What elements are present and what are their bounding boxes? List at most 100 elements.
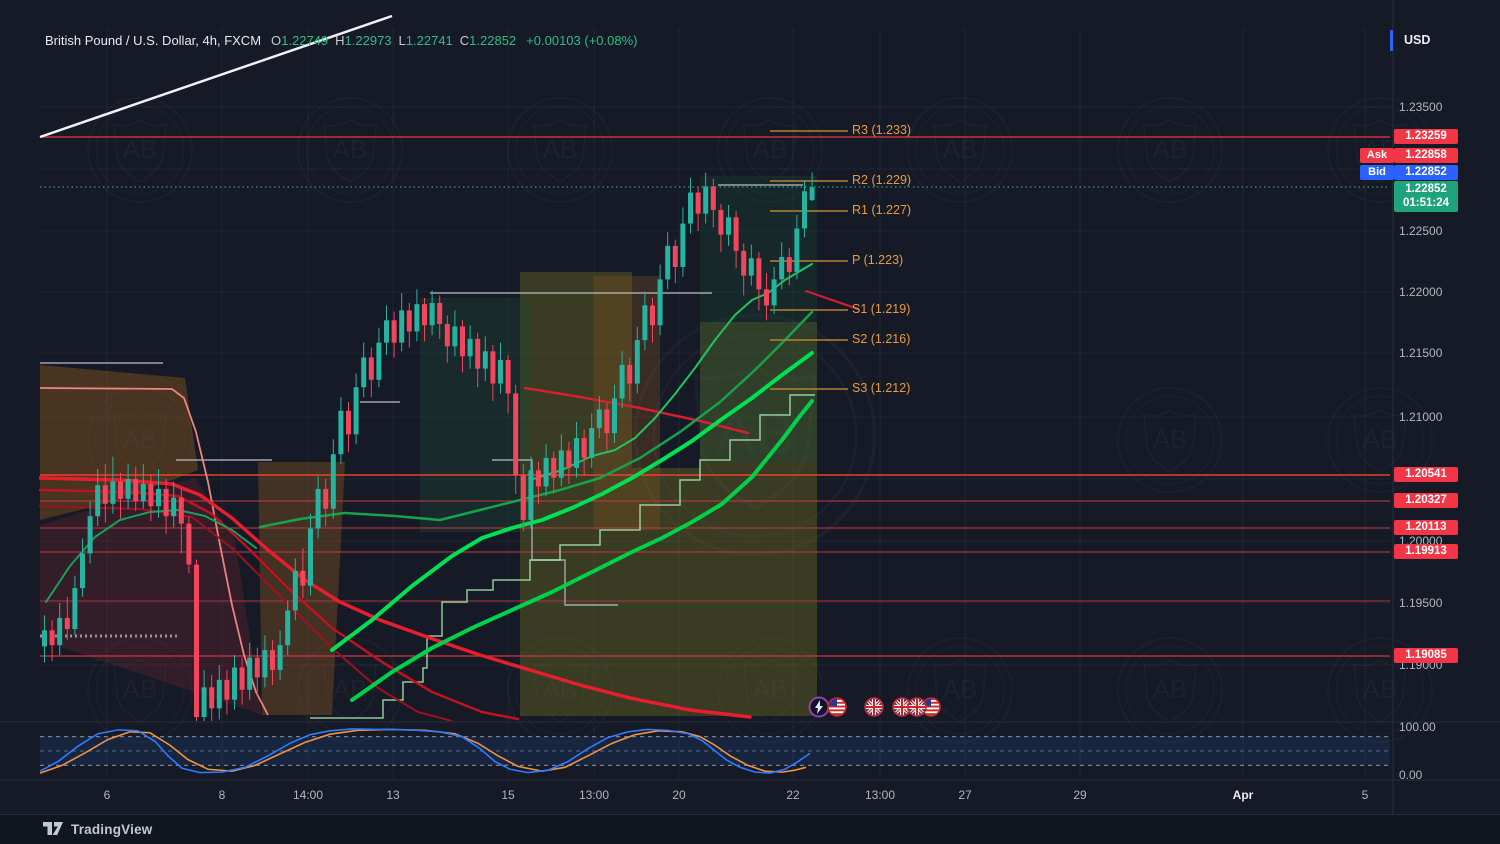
time-tick: 29 [1073,788,1087,802]
economic-event-icons[interactable] [808,696,941,718]
bid-label: Bid [1360,165,1394,180]
price-tick: 0.00 [1399,768,1423,782]
stoch-k-line [40,728,811,774]
ohlc-o: O1.22749 [271,33,329,48]
price-alert-tag: 1.20327 [1394,493,1458,508]
svg-text:AB: AB [715,399,795,466]
price-tick: 1.21000 [1399,410,1443,424]
svg-text:AB: AB [1363,674,1398,704]
time-tick: 15 [501,788,515,802]
bottom-toolbar: TradingView [0,814,1500,844]
ab-watermark: AB [1117,387,1223,493]
uk-event-icon[interactable] [907,697,927,717]
ab-watermark: AB [297,97,403,203]
svg-text:AB: AB [1153,674,1188,704]
last-price: 1.22852 [1405,183,1447,195]
trend-line[interactable] [39,14,393,139]
change-value: +0.00103 (+0.08%) [526,33,638,48]
bar-countdown: 01:51:24 [1402,197,1450,209]
us-event-icon[interactable] [827,697,847,717]
ab-watermark: AB [907,97,1013,203]
us-event-icon[interactable] [921,697,941,717]
ask-label: Ask [1360,148,1394,163]
ab-watermark: AB [633,313,877,557]
price-axis[interactable] [1393,0,1500,814]
time-tick: 22 [786,788,800,802]
svg-text:AB: AB [1153,134,1188,164]
ab-watermark: AB [1117,637,1223,743]
currency-axis-marker [1390,30,1393,51]
price-tick: 1.22500 [1399,224,1443,238]
svg-text:AB: AB [333,134,368,164]
svg-text:AB: AB [333,674,368,704]
ohlc-values: O1.22749 H1.22973 L1.22741 C1.22852 [271,33,523,48]
pivot-level-lines [770,130,848,390]
pivot-label-r3: R3 (1.233) [852,123,912,137]
time-tick: 13:00 [578,788,610,802]
pivot-label-s1: S1 (1.219) [852,302,911,316]
tradingview-logo[interactable]: TradingView [42,821,152,837]
price-alert-tag: 1.23259 [1394,129,1458,144]
time-tick: 8 [218,788,226,802]
ohlc-c: C1.22852 [459,33,517,48]
time-tick: Apr [1232,788,1254,802]
time-tick: 5 [1361,788,1369,802]
svg-text:AB: AB [1153,424,1188,454]
pane-separators [0,0,1500,814]
stochastic-pane [40,728,1390,774]
symbol-legend[interactable]: British Pound / U.S. Dollar, 4h, FXCM O1.… [45,33,637,48]
ab-watermark: AB [1327,387,1433,493]
time-tick: 27 [958,788,972,802]
svg-text:AB: AB [543,134,578,164]
svg-text:AB: AB [123,674,158,704]
tradingview-logo-icon [43,822,63,835]
bid-price-tag: 1.22852 [1394,165,1458,180]
price-tick: 1.19500 [1399,596,1443,610]
indicator-clouds [40,176,817,716]
price-alert-tag: 1.19913 [1394,544,1458,559]
time-tick: 20 [672,788,686,802]
svg-text:AB: AB [943,674,978,704]
price-tick: 1.22000 [1399,285,1443,299]
currency-label: USD [1404,33,1431,47]
price-alert-tag: 1.19085 [1394,648,1458,663]
ab-watermark: AB [87,637,193,743]
price-tick: 1.23500 [1399,100,1443,114]
ask-price-tag: 1.22858 [1394,148,1458,163]
time-tick: 6 [103,788,111,802]
last-price-countdown-tag: 1.22852 01:51:24 [1394,181,1458,212]
symbol-title[interactable]: British Pound / U.S. Dollar, 4h, FXCM [45,33,262,48]
svg-text:AB: AB [1363,424,1398,454]
svg-text:AB: AB [123,134,158,164]
price-alert-tag: 1.20113 [1394,520,1458,535]
moving-average-lines [39,263,859,721]
ab-watermark: AB [1327,637,1433,743]
price-tick: 100.00 [1399,720,1436,734]
ab-watermark: AB [507,97,613,203]
stoch-d-line [40,728,807,774]
svg-text:AB: AB [753,674,788,704]
pivot-label-r1: R1 (1.227) [852,203,912,217]
svg-text:AB: AB [753,134,788,164]
price-alert-tag: 1.20541 [1394,467,1458,482]
ab-watermark: AB [87,97,193,203]
ohlc-h: H1.22973 [335,33,392,48]
price-tick: 1.21500 [1399,346,1443,360]
pivot-label-p: P (1.223) [852,253,904,267]
ohlc-l: L1.22741 [398,33,453,48]
time-tick: 13:00 [864,788,896,802]
svg-text:AB: AB [123,424,158,454]
pivot-label-r2: R2 (1.229) [852,173,912,187]
time-tick: 14:00 [292,788,324,802]
time-tick: 13 [386,788,400,802]
watermark-layer: ABABABABABABABABABABABABABABABABABAB [87,97,1433,743]
uk-event-icon[interactable] [864,697,884,717]
ab-watermark: AB [297,637,403,743]
pivot-label-s2: S2 (1.216) [852,332,911,346]
candlestick-series [42,172,815,721]
lightning-event-icon[interactable] [808,696,830,718]
ab-watermark: AB [1117,97,1223,203]
svg-text:AB: AB [943,134,978,164]
